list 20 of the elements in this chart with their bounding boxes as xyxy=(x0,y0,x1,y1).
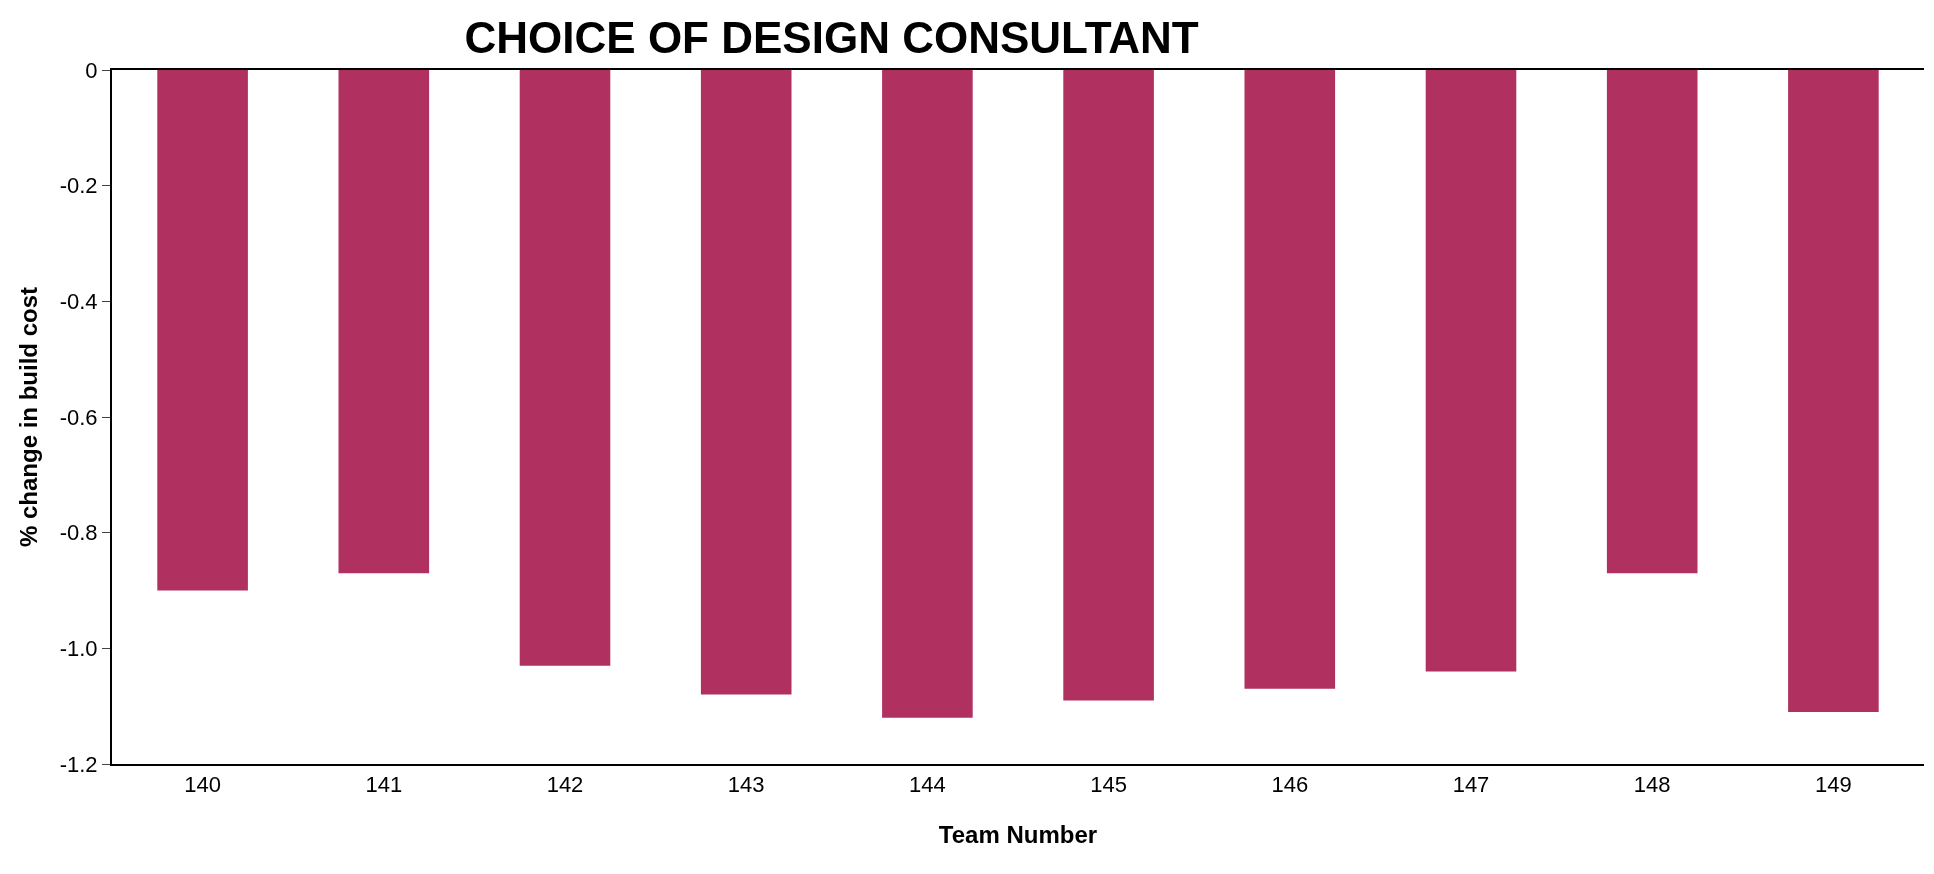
y-tick-label: 0 xyxy=(85,57,98,83)
x-tick-label: 149 xyxy=(1815,772,1852,798)
x-tick-label: 144 xyxy=(909,772,946,798)
y-tick-label: -1.0 xyxy=(59,636,98,662)
x-tick-label: 145 xyxy=(1090,772,1127,798)
y-tick-label: -0.8 xyxy=(59,520,98,546)
chart-title: CHOICE OF DESIGN CONSULTANT xyxy=(464,12,1199,62)
x-tick-label: 143 xyxy=(727,772,765,798)
x-tick-label: 146 xyxy=(1271,772,1309,798)
x-tick-label: 141 xyxy=(365,772,403,798)
y-tick-label: -1.2 xyxy=(59,751,98,777)
y-tick-label: -0.4 xyxy=(59,289,98,315)
y-tick-label: -0.6 xyxy=(59,404,98,430)
y-axis-title: % change in build cost xyxy=(15,286,43,548)
y-tick-label: -0.2 xyxy=(59,173,98,199)
x-tick-label: 148 xyxy=(1633,772,1671,798)
x-tick-label: 140 xyxy=(184,772,221,798)
x-tick-label: 142 xyxy=(546,772,584,798)
x-tick-label: 147 xyxy=(1452,772,1490,798)
x-axis-title: Team Number xyxy=(938,821,1098,849)
